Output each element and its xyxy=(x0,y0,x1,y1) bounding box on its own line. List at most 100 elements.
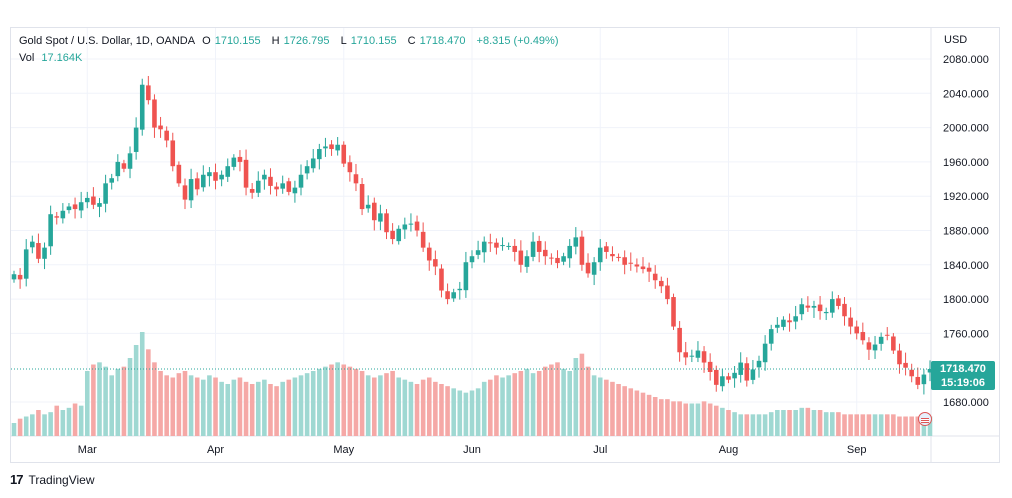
y-tick-label: 1760.000 xyxy=(943,328,989,340)
volume-bar xyxy=(573,358,579,436)
high-label: H xyxy=(271,35,280,47)
y-tick-label: 1800.000 xyxy=(943,294,989,306)
volume-bar xyxy=(549,364,554,436)
candle-body xyxy=(121,163,127,169)
candle-body xyxy=(817,304,823,312)
low-label: L xyxy=(340,35,347,47)
candle-body xyxy=(579,236,585,265)
volume-bar xyxy=(396,377,402,436)
candle-body xyxy=(610,253,615,257)
volume-bar xyxy=(66,407,72,436)
candle-body xyxy=(897,350,902,365)
x-tick-label: Sep xyxy=(847,444,867,456)
volume-bar xyxy=(616,384,621,436)
volume-bar xyxy=(921,416,927,436)
volume-bar xyxy=(762,414,768,436)
volume-bar xyxy=(433,381,438,436)
candle-body xyxy=(713,369,719,385)
volume-bar xyxy=(445,386,450,436)
candle-body xyxy=(823,311,829,314)
volume-bar xyxy=(121,366,127,436)
volume-bar xyxy=(36,410,41,436)
volume-bar xyxy=(451,388,456,436)
candle-body xyxy=(915,376,921,385)
candle-body xyxy=(707,361,713,372)
candle-body xyxy=(659,280,664,287)
volume-bar xyxy=(255,381,261,436)
volume-bar xyxy=(304,373,310,436)
candle-body xyxy=(286,181,292,192)
candle-body xyxy=(17,274,23,280)
candle-body xyxy=(872,344,878,351)
volume-bar xyxy=(133,345,139,436)
volume-label[interactable]: Vol xyxy=(19,52,35,64)
volume-bar xyxy=(768,412,774,436)
candle-body xyxy=(347,162,353,173)
volume-bar xyxy=(830,412,835,436)
high-value: 1726.795 xyxy=(283,35,330,47)
candle-body xyxy=(481,241,487,253)
volume-bar xyxy=(512,373,518,436)
candle-body xyxy=(591,262,597,275)
volume-bar xyxy=(262,379,267,436)
candle-body xyxy=(152,99,157,128)
volume-bar xyxy=(237,377,243,436)
volume-bar xyxy=(488,379,493,436)
volume-bar xyxy=(909,416,914,436)
candle-body xyxy=(42,247,47,259)
volume-value: 17.164K xyxy=(41,52,83,64)
volume-bar xyxy=(756,414,762,436)
candle-body xyxy=(848,317,853,327)
candle-body xyxy=(542,249,548,257)
volume-bar xyxy=(426,377,432,436)
candle-body xyxy=(158,125,163,130)
candle-body xyxy=(634,264,640,267)
volume-bar xyxy=(872,414,878,436)
candle-body xyxy=(573,237,579,247)
candle-body xyxy=(756,360,762,368)
candle-body xyxy=(695,350,701,358)
volume-bar xyxy=(225,384,231,436)
volume-bar xyxy=(481,381,487,436)
volume-bar xyxy=(738,414,743,436)
symbol-description[interactable]: Gold Spot / U.S. Dollar, 1D, OANDA xyxy=(19,35,196,47)
tradingview-logo[interactable]: 17 TradingView xyxy=(10,472,95,487)
volume-bar xyxy=(530,373,536,436)
volume-legend: Vol 17.164K xyxy=(19,52,86,64)
candle-body xyxy=(182,185,188,200)
candle-body xyxy=(665,285,670,300)
y-tick-label: 1840.000 xyxy=(943,260,989,272)
candle-body xyxy=(91,196,96,205)
candle-body xyxy=(139,84,145,130)
candle-body xyxy=(243,159,249,188)
volume-bar xyxy=(298,375,304,436)
candle-body xyxy=(830,299,835,313)
candle-body xyxy=(255,180,261,193)
volume-bar xyxy=(518,371,524,436)
candle-body xyxy=(494,242,499,248)
candle-body xyxy=(408,223,414,225)
last-price-value: 1718.470 xyxy=(940,363,986,375)
volume-bar xyxy=(384,373,389,436)
candle-body xyxy=(11,274,17,280)
volume-bar xyxy=(109,375,114,436)
volume-bar xyxy=(475,388,481,436)
volume-bar xyxy=(188,375,194,436)
candle-body xyxy=(805,305,811,308)
x-tick-label: Mar xyxy=(78,444,97,456)
candle-body xyxy=(341,144,347,164)
candle-body xyxy=(396,228,402,242)
candle-body xyxy=(353,174,359,184)
currency-label[interactable]: USD xyxy=(944,34,968,46)
volume-bar xyxy=(231,379,237,436)
volume-bar xyxy=(17,418,23,436)
us-flag-icon[interactable] xyxy=(918,412,932,426)
close-value: 1718.470 xyxy=(419,35,466,47)
candle-body xyxy=(36,243,41,259)
volume-bar xyxy=(329,364,334,436)
y-tick-label: 1960.000 xyxy=(943,157,989,169)
candle-body xyxy=(536,240,542,252)
x-tick-label: Jul xyxy=(593,444,607,456)
candle-body xyxy=(677,327,682,353)
